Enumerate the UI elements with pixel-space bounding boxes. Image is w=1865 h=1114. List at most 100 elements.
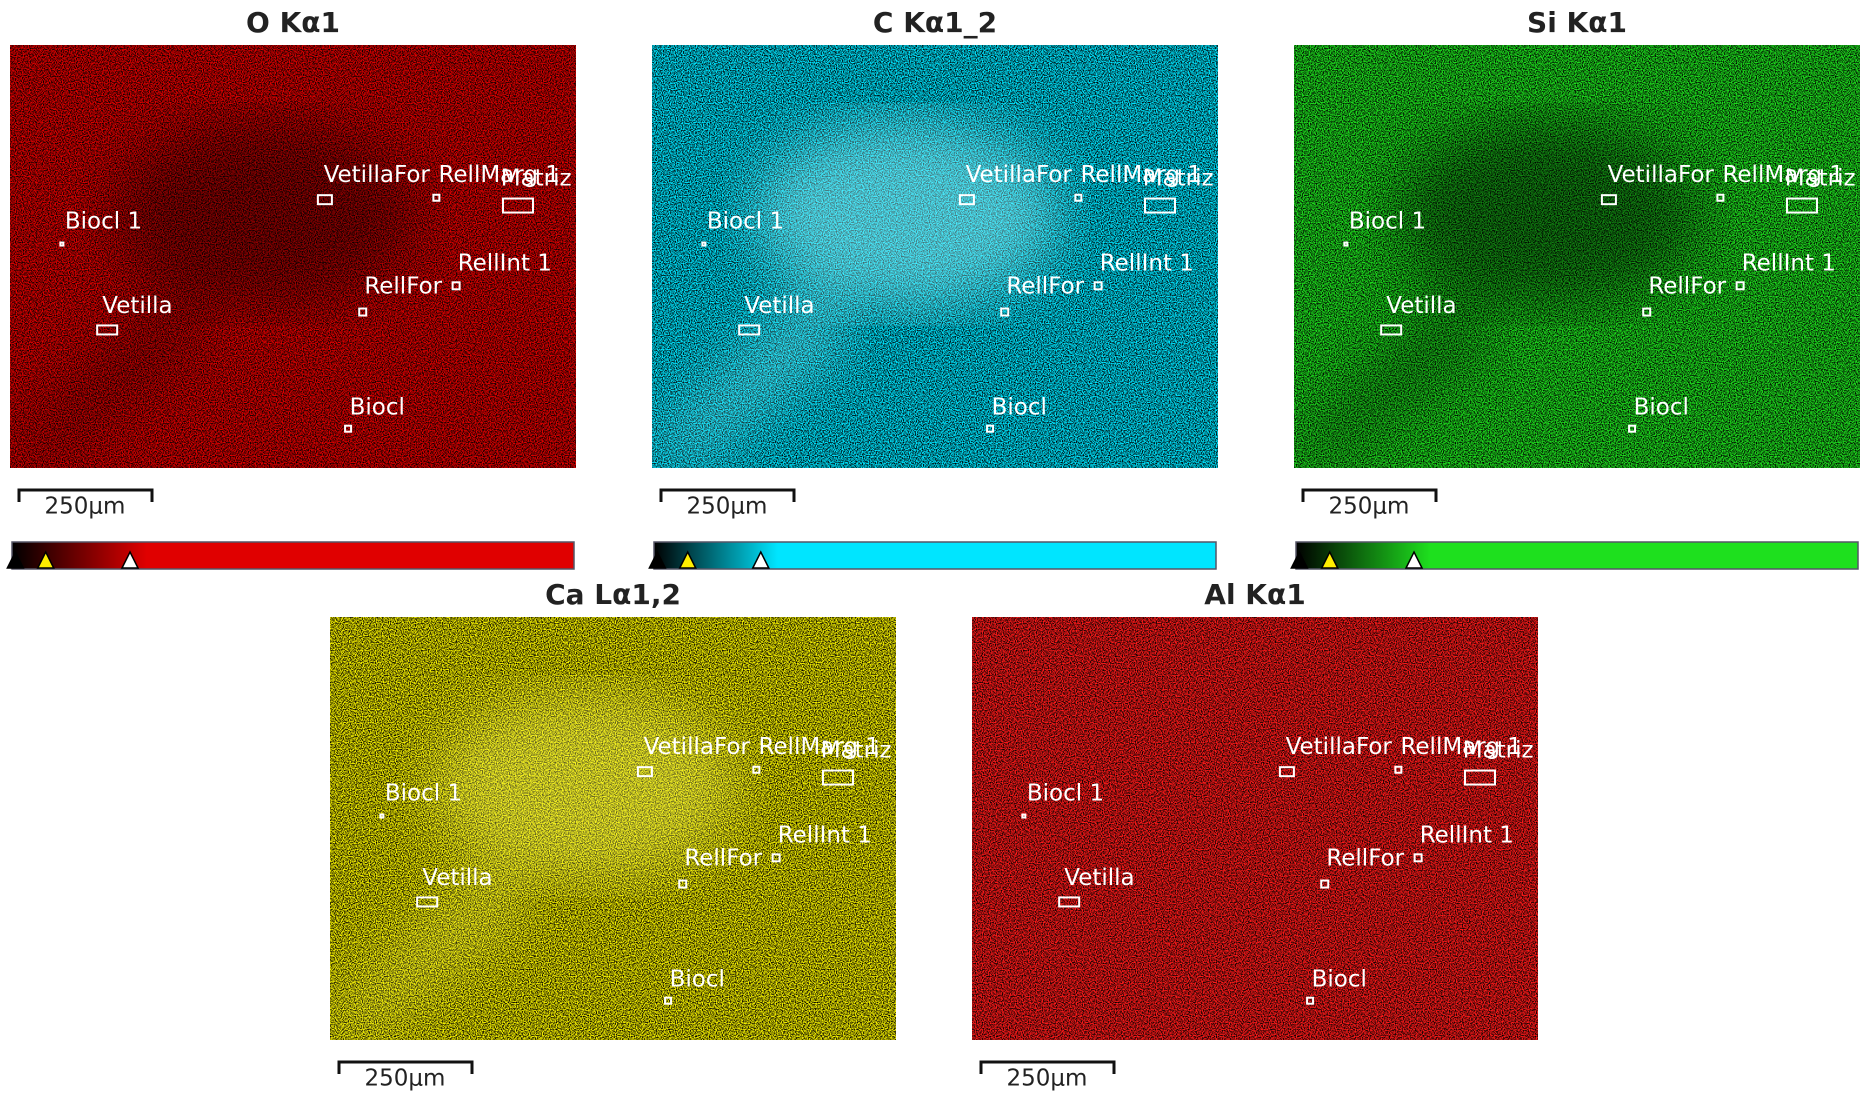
scale-bar <box>979 1060 1116 1074</box>
map-feature <box>1395 121 1702 308</box>
scale-label: 250μm <box>45 494 126 520</box>
map-feature <box>10 277 209 468</box>
scale-label: 250μm <box>1007 1066 1088 1092</box>
map-feature <box>111 121 418 308</box>
region-box <box>752 765 761 774</box>
scale-bar <box>659 488 796 502</box>
region-box <box>451 281 461 291</box>
region-label: Matriz <box>501 166 572 192</box>
region-box <box>1074 193 1083 202</box>
region-box <box>701 241 707 247</box>
region-label: Vetilla <box>744 293 814 319</box>
region-box <box>316 194 333 206</box>
region-label: Biocl <box>992 394 1047 420</box>
region-box <box>344 424 353 433</box>
region-box <box>958 194 975 206</box>
region-box <box>821 769 854 786</box>
region-label: Biocl <box>1312 966 1367 992</box>
region-label: Matriz <box>1463 738 1534 764</box>
region-label: Matriz <box>1143 166 1214 192</box>
region-label: RellInt 1 <box>1100 251 1194 277</box>
scale-label: 250μm <box>1329 494 1410 520</box>
region-label: Biocl <box>350 394 405 420</box>
region-box <box>1278 766 1295 778</box>
region-label: Biocl <box>1634 394 1689 420</box>
region-label: RellFor <box>684 845 762 871</box>
region-box <box>1735 281 1745 291</box>
region-label: RellMarg 1 <box>1722 162 1843 188</box>
region-label: RellMarg 1 <box>438 162 559 188</box>
map-feature <box>1294 277 1493 468</box>
region-box <box>501 197 534 214</box>
region-label: Biocl 1 <box>1027 781 1104 807</box>
region-label: RellFor <box>1006 273 1084 299</box>
region-label: RellInt 1 <box>458 251 552 277</box>
color-bar-marker <box>120 550 140 569</box>
map-feature <box>753 121 1060 308</box>
region-box <box>1343 241 1349 247</box>
color-bar-marker <box>1320 550 1339 569</box>
region-box <box>432 193 441 202</box>
region-box <box>664 996 673 1005</box>
region-label: RellMarg 1 <box>1080 162 1201 188</box>
scale-label: 250μm <box>365 1066 446 1092</box>
region-label: RellMarg 1 <box>758 734 879 760</box>
region-label: Matriz <box>1785 166 1856 192</box>
region-box <box>1716 193 1725 202</box>
region-label: RellFor <box>1648 273 1726 299</box>
color-bar-marker <box>1290 550 1309 569</box>
region-box <box>379 813 385 819</box>
region-label: VetillaFor <box>324 162 431 188</box>
region-box <box>1785 197 1818 214</box>
color-bar <box>11 541 575 570</box>
panel-title: Ca Lα1,2 <box>545 578 681 611</box>
region-label: Biocl 1 <box>1349 209 1426 235</box>
scale-bar <box>1301 488 1438 502</box>
region-box <box>1394 765 1403 774</box>
region-label: Biocl 1 <box>385 781 462 807</box>
panel-title: O Kα1 <box>246 6 340 39</box>
color-bar-marker <box>751 550 770 569</box>
region-box <box>1463 769 1496 786</box>
region-box <box>416 896 439 908</box>
region-box <box>1380 324 1403 336</box>
region-box <box>1320 879 1330 889</box>
scale-label: 250μm <box>687 494 768 520</box>
region-label: RellInt 1 <box>1742 251 1836 277</box>
region-label: VetillaFor <box>644 734 751 760</box>
color-bar-marker <box>678 550 697 569</box>
panel-title: Si Kα1 <box>1527 6 1627 39</box>
region-box <box>1093 281 1103 291</box>
map-noise <box>972 617 1538 1040</box>
map-feature <box>431 693 738 880</box>
color-bar-marker <box>6 550 25 569</box>
region-label: Vetilla <box>1064 865 1134 891</box>
region-label: Biocl 1 <box>707 209 784 235</box>
region-box <box>1628 424 1637 433</box>
region-box <box>1413 853 1423 863</box>
region-label: VetillaFor <box>1608 162 1715 188</box>
map-feature <box>330 849 529 1040</box>
region-label: RellMarg 1 <box>1400 734 1521 760</box>
color-bar-marker <box>1404 550 1424 569</box>
region-box <box>678 879 688 889</box>
region-box <box>636 766 653 778</box>
region-label: RellFor <box>1326 845 1404 871</box>
region-label: Vetilla <box>102 293 172 319</box>
region-label: Biocl <box>670 966 725 992</box>
region-box <box>96 324 119 336</box>
panel-title: Al Kα1 <box>1204 578 1305 611</box>
region-label: RellFor <box>364 273 442 299</box>
region-label: RellInt 1 <box>778 823 872 849</box>
region-label: Matriz <box>821 738 892 764</box>
scale-bar <box>17 488 154 502</box>
